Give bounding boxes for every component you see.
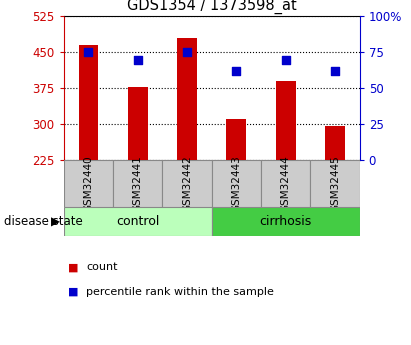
Text: percentile rank within the sample: percentile rank within the sample — [86, 287, 274, 296]
Point — [282, 58, 289, 63]
Text: ▶: ▶ — [51, 215, 60, 228]
Point — [332, 68, 338, 73]
Text: GSM32441: GSM32441 — [133, 155, 143, 212]
Point — [85, 49, 92, 55]
Point — [134, 58, 141, 63]
Bar — [64, 160, 113, 207]
Bar — [128, 88, 148, 160]
Point — [184, 49, 190, 55]
Bar — [113, 160, 162, 207]
Bar — [310, 160, 360, 207]
Text: GSM32440: GSM32440 — [83, 155, 93, 212]
Text: ■: ■ — [68, 287, 79, 296]
Bar — [177, 38, 197, 160]
Text: GSM32445: GSM32445 — [330, 155, 340, 212]
Text: GSM32444: GSM32444 — [281, 155, 291, 212]
Bar — [64, 207, 212, 236]
Text: disease state: disease state — [4, 215, 83, 228]
Point — [233, 68, 240, 73]
Bar — [261, 160, 310, 207]
Text: GSM32442: GSM32442 — [182, 155, 192, 212]
Bar — [325, 126, 345, 160]
Bar — [162, 160, 212, 207]
Text: GSM32443: GSM32443 — [231, 155, 241, 212]
Text: count: count — [86, 263, 118, 272]
Text: control: control — [116, 215, 159, 228]
Title: GDS1354 / 1373598_at: GDS1354 / 1373598_at — [127, 0, 297, 14]
Text: ■: ■ — [68, 263, 79, 272]
Text: cirrhosis: cirrhosis — [259, 215, 312, 228]
Bar — [79, 45, 98, 160]
Bar — [212, 207, 360, 236]
Bar — [226, 119, 246, 160]
Bar — [212, 160, 261, 207]
Bar — [276, 81, 296, 160]
